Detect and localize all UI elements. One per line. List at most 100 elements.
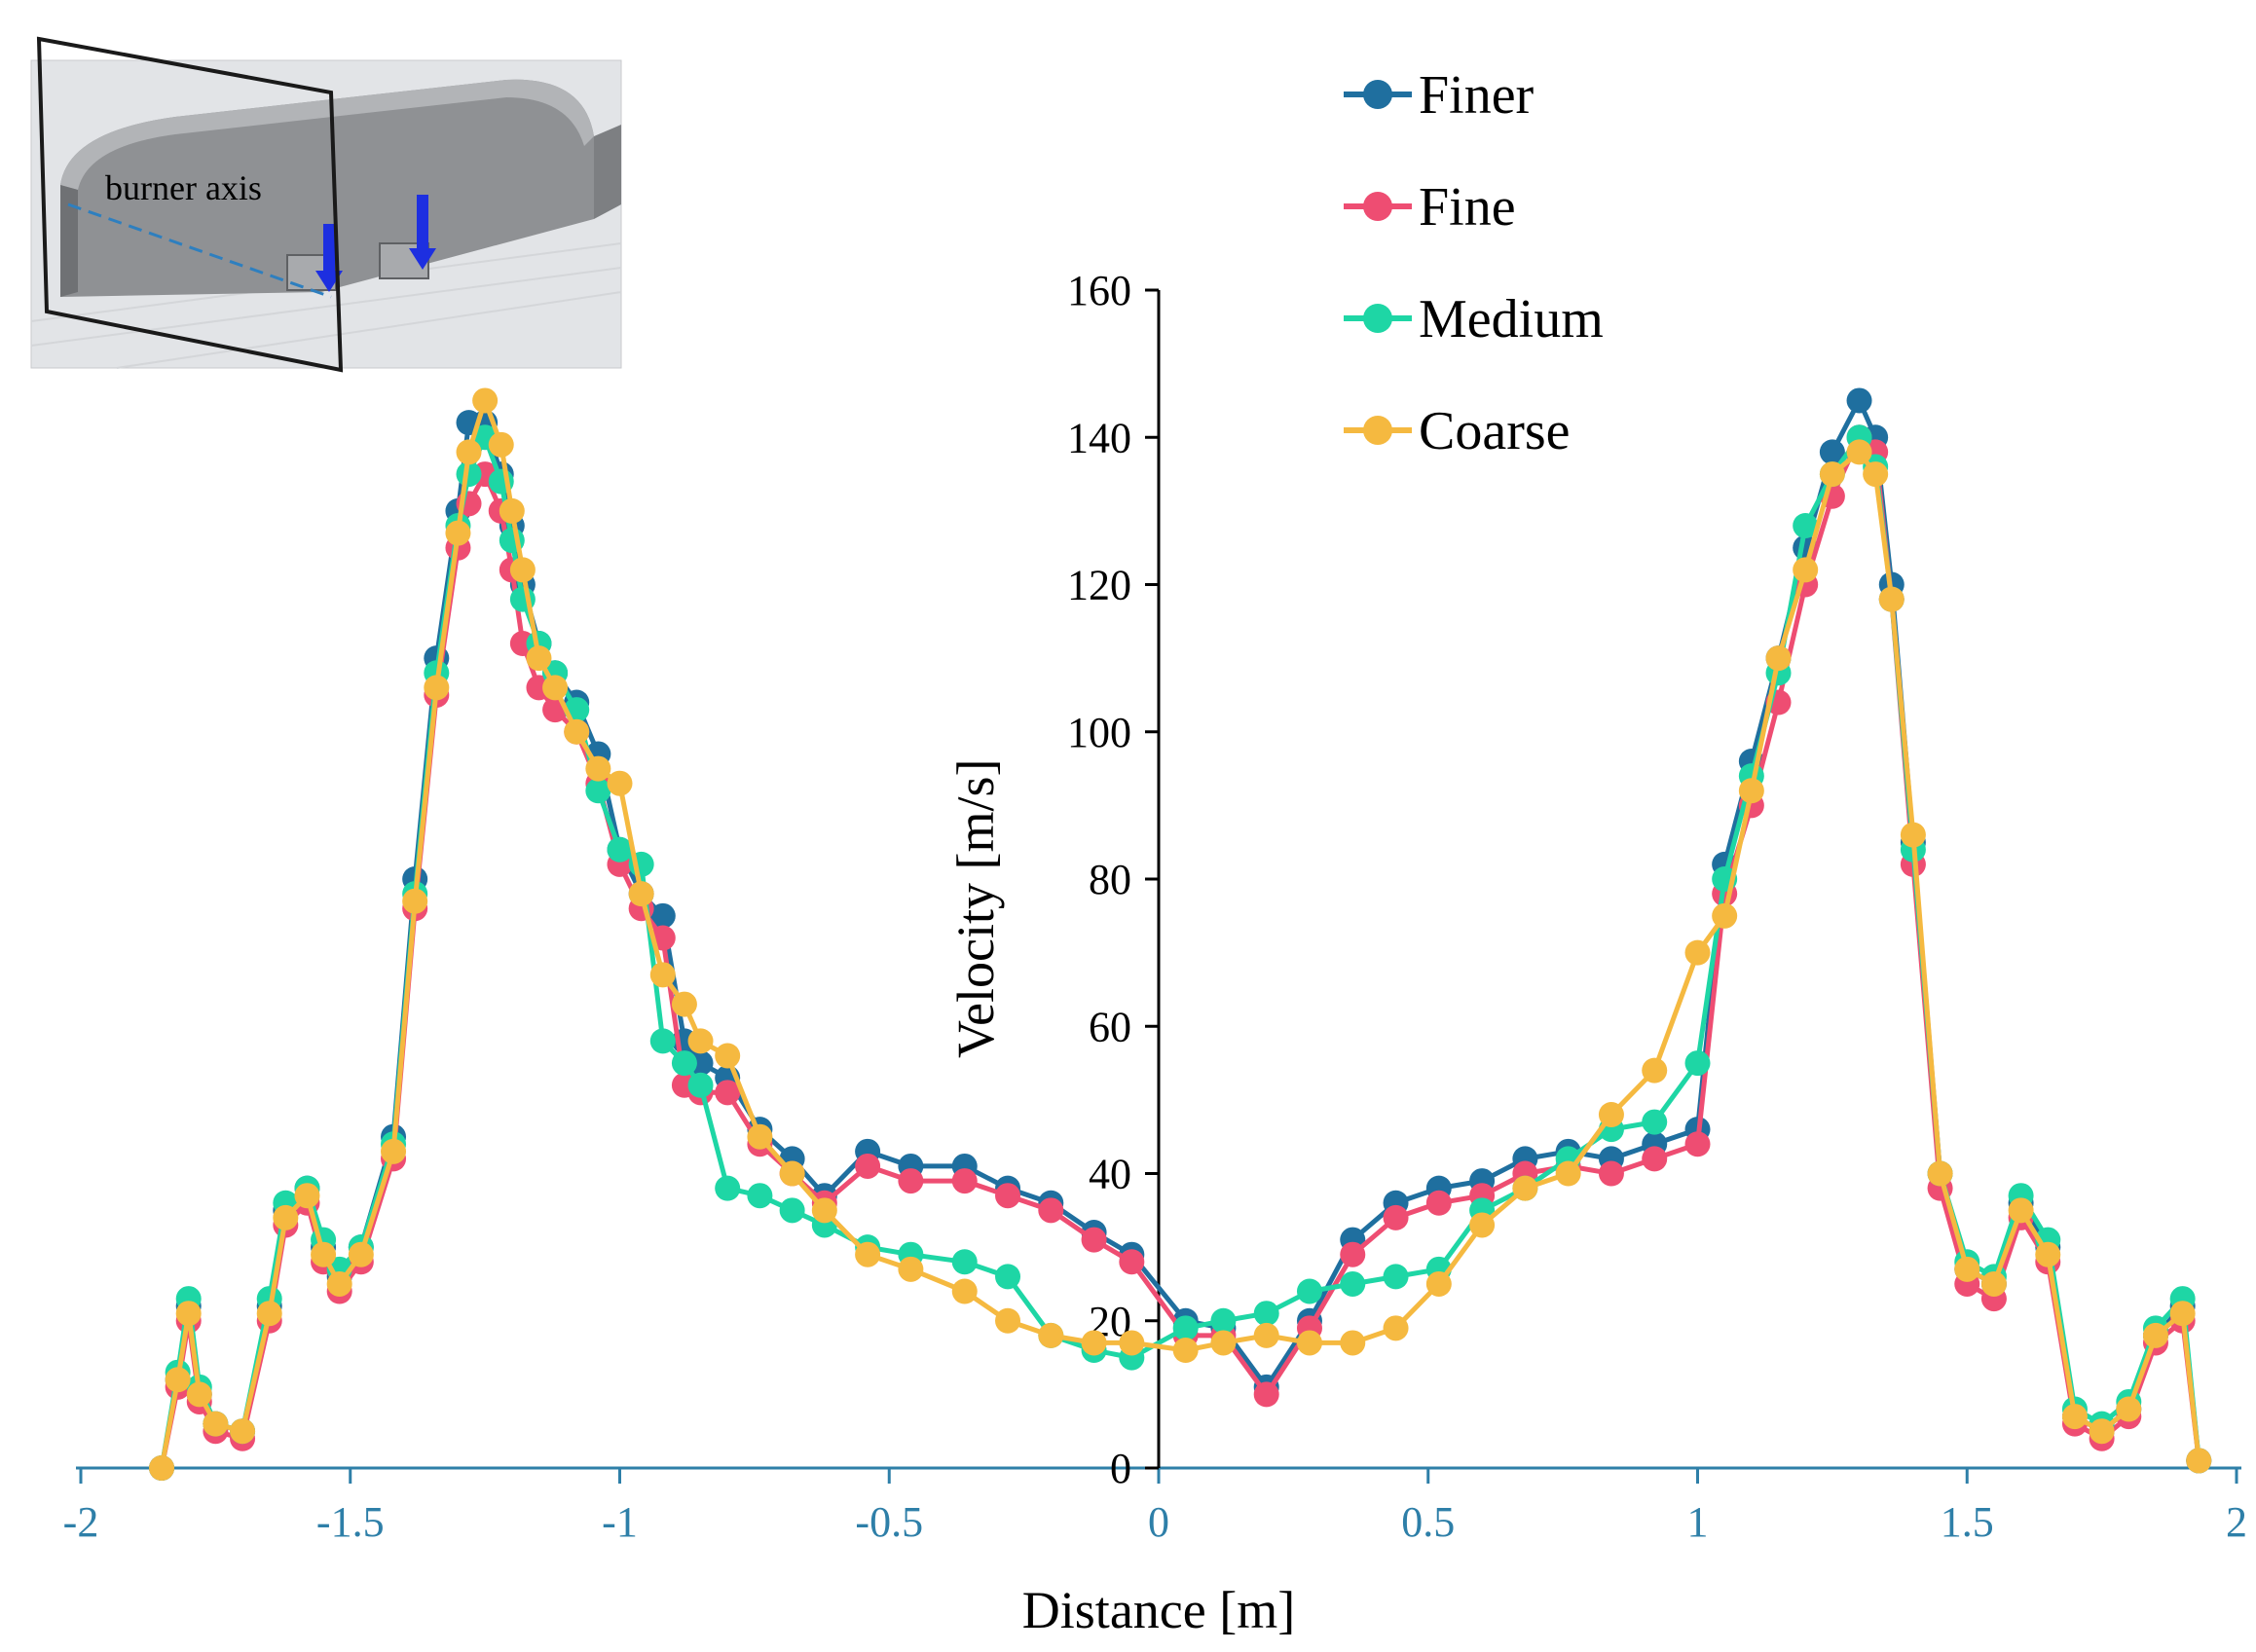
data-point [509,557,536,583]
x-tick-label: 0.5 [1401,1498,1455,1546]
legend-swatch-marker [1363,304,1392,333]
data-point [149,1455,175,1481]
data-point [1038,1197,1064,1224]
data-point [381,1138,407,1164]
data-point [2089,1418,2115,1445]
data-point [2142,1322,2168,1348]
legend-item-medium: Medium [1344,289,1604,349]
x-tick-label: -0.5 [855,1498,923,1546]
data-point [348,1241,374,1267]
legend-label: Finer [1419,65,1535,126]
legend-swatch-marker [1363,192,1392,221]
data-point [1765,645,1792,672]
data-point [273,1204,299,1230]
data-point [649,1028,676,1054]
data-point [1172,1338,1199,1363]
data-point [1712,902,1738,929]
y-tick-label: 40 [1089,1151,1131,1198]
y-tick-label: 100 [1067,709,1131,756]
data-point [1119,1249,1145,1275]
data-point [1512,1175,1538,1201]
data-point [1878,586,1905,612]
inset-boiler-top [60,79,594,190]
x-tick-label: 2 [2226,1498,2247,1546]
data-point [1210,1330,1237,1356]
legend-swatch-marker [1363,80,1392,109]
data-point [715,1080,741,1106]
axes: -2 -1.5 -1 -0.5 0 0.5 1 1.5 2 020406080100120140… [63,267,2247,1639]
data-point [628,881,654,907]
data-point [898,1168,924,1194]
inset-burner-axis-line [67,202,332,299]
data-point [779,1160,805,1187]
data-point [855,1241,881,1267]
data-point [1793,513,1819,538]
data-point [472,387,499,414]
data-point [1954,1256,1980,1282]
inset-boiler-body [60,79,594,298]
data-point [1642,1109,1668,1135]
data-point [203,1411,229,1437]
data-point [1172,1315,1199,1341]
data-point [165,1367,191,1393]
data-point [1425,1190,1452,1216]
data-point [294,1183,320,1209]
y-tick-label: 80 [1089,856,1131,903]
x-tick-label: 1 [1687,1498,1709,1546]
inset-duct [594,125,621,219]
data-point [402,888,428,914]
data-point [1425,1270,1452,1297]
data-point [1927,1160,1953,1187]
data-point [1846,439,1872,465]
data-point [1684,939,1711,966]
data-point [1819,461,1845,488]
data-point [1340,1330,1366,1356]
x-tick-label: -1.5 [316,1498,385,1546]
data-point [747,1183,773,1209]
data-point [1819,439,1845,465]
data-point [1793,557,1819,583]
data-point [747,1123,773,1150]
data-point [2035,1241,2061,1267]
data-point [1253,1381,1279,1408]
data-point [526,645,552,672]
data-point [1253,1322,1279,1348]
data-point [1900,822,1926,848]
data-point [1296,1278,1322,1304]
data-point [1119,1330,1145,1356]
legend-label: Coarse [1419,401,1571,461]
data-point [687,1028,714,1054]
data-point [1081,1227,1107,1253]
x-axis-ticks: -2 -1.5 -1 -0.5 0 0.5 1 1.5 2 [63,1468,2247,1546]
legend-item-coarse: Coarse [1344,401,1571,461]
legend-swatch-marker [1363,416,1392,445]
data-point [1038,1322,1064,1348]
data-point [715,1175,741,1201]
data-point [256,1301,282,1327]
data-point [1383,1204,1409,1230]
data-point [1296,1330,1322,1356]
data-point [1340,1241,1366,1267]
data-point [1081,1330,1107,1356]
data-point [1598,1160,1624,1187]
data-point [1642,1146,1668,1172]
data-point [1846,387,1872,414]
data-point [2008,1197,2034,1224]
data-point [995,1307,1021,1334]
data-point [585,755,611,782]
data-point [779,1197,805,1224]
data-point [687,1072,714,1098]
data-point [1642,1057,1668,1083]
data-point [2116,1396,2142,1422]
data-point [671,1050,697,1077]
x-tick-label: 1.5 [1941,1498,1994,1546]
legend-item-finer: Finer [1344,65,1535,126]
data-point [1863,461,1889,488]
data-point [175,1301,202,1327]
data-point [1555,1160,1581,1187]
data-point [898,1256,924,1282]
data-point [488,431,514,458]
y-axis-title: Velocity [m/s] [946,759,1005,1058]
data-point [1980,1270,2007,1297]
